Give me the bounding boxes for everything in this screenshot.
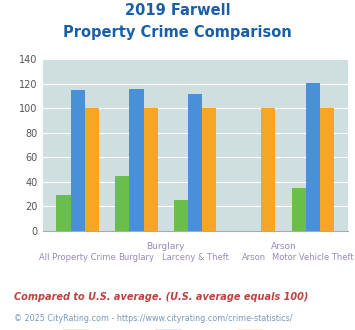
Text: Motor Vehicle Theft: Motor Vehicle Theft bbox=[272, 253, 354, 262]
Text: © 2025 CityRating.com - https://www.cityrating.com/crime-statistics/: © 2025 CityRating.com - https://www.city… bbox=[14, 314, 293, 323]
Bar bbox=[85, 109, 99, 231]
Bar bbox=[56, 195, 71, 231]
Bar bbox=[143, 109, 158, 231]
Text: Arson: Arson bbox=[242, 253, 266, 262]
Text: Property Crime Comparison: Property Crime Comparison bbox=[63, 25, 292, 40]
Text: Burglary: Burglary bbox=[119, 253, 154, 262]
Bar bbox=[261, 109, 275, 231]
Bar bbox=[115, 176, 129, 231]
Bar bbox=[320, 109, 334, 231]
Text: 2019 Farwell: 2019 Farwell bbox=[125, 3, 230, 18]
Text: Burglary: Burglary bbox=[147, 242, 185, 251]
Text: Larceny & Theft: Larceny & Theft bbox=[162, 253, 229, 262]
Bar bbox=[292, 188, 306, 231]
Text: All Property Crime: All Property Crime bbox=[39, 253, 116, 262]
Bar bbox=[174, 200, 188, 231]
Bar bbox=[306, 83, 320, 231]
Text: Compared to U.S. average. (U.S. average equals 100): Compared to U.S. average. (U.S. average … bbox=[14, 292, 308, 302]
Bar bbox=[202, 109, 217, 231]
Bar bbox=[188, 94, 202, 231]
Bar bbox=[71, 90, 85, 231]
Text: Arson: Arson bbox=[271, 242, 296, 251]
Legend: Farwell, Texas, National: Farwell, Texas, National bbox=[59, 326, 332, 330]
Bar bbox=[129, 89, 143, 231]
